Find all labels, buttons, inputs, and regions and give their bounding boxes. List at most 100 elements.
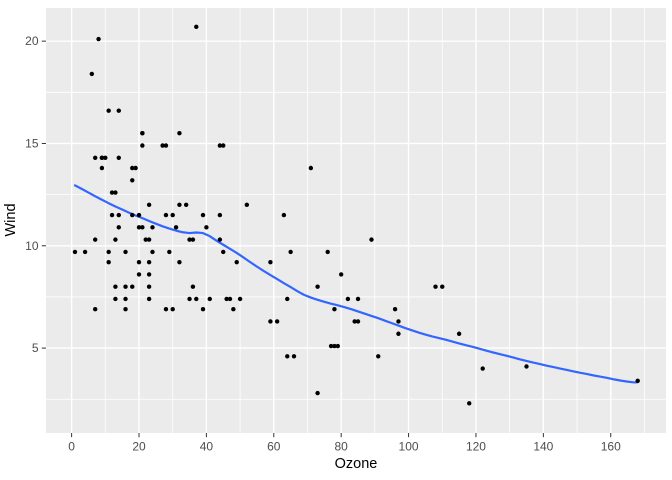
data-point xyxy=(194,24,199,30)
data-point xyxy=(355,319,361,324)
y-tick-label: 20 xyxy=(25,34,39,48)
data-point xyxy=(163,212,169,218)
data-point xyxy=(170,307,175,312)
data-point xyxy=(123,296,128,302)
y-axis-title: Wind xyxy=(3,203,19,236)
data-point xyxy=(123,284,128,289)
data-point xyxy=(200,307,206,312)
data-point xyxy=(187,296,192,302)
data-point xyxy=(136,272,142,277)
data-point xyxy=(123,249,128,255)
data-point xyxy=(291,354,297,359)
data-point xyxy=(113,284,118,289)
data-point xyxy=(308,165,314,171)
data-point xyxy=(136,259,142,265)
data-point xyxy=(285,354,290,359)
data-point xyxy=(113,190,118,195)
data-point xyxy=(194,296,199,302)
data-point xyxy=(116,212,121,218)
data-point xyxy=(190,237,196,242)
data-point xyxy=(99,165,105,171)
data-point xyxy=(335,343,340,349)
data-point xyxy=(113,296,118,302)
data-point xyxy=(93,307,98,312)
data-point xyxy=(221,143,226,148)
data-point xyxy=(315,284,320,289)
data-point xyxy=(234,259,239,265)
data-point xyxy=(237,296,243,302)
data-point xyxy=(93,237,98,242)
data-point xyxy=(170,212,175,218)
data-point xyxy=(140,225,145,230)
loess-smooth-line xyxy=(73,184,639,384)
data-point xyxy=(173,225,179,230)
data-point xyxy=(146,296,152,302)
data-point xyxy=(376,354,381,359)
data-point xyxy=(136,212,142,218)
data-point xyxy=(467,401,472,406)
data-point xyxy=(106,108,111,113)
data-point xyxy=(130,212,135,218)
minor-gridlines xyxy=(46,8,666,433)
data-point xyxy=(82,249,88,255)
data-point xyxy=(392,307,398,312)
data-point xyxy=(106,249,111,255)
data-point xyxy=(72,249,78,255)
data-point xyxy=(338,272,344,277)
data-point xyxy=(146,284,152,289)
data-point xyxy=(93,155,98,160)
data-point xyxy=(109,190,115,195)
data-point xyxy=(146,202,152,208)
data-point xyxy=(244,202,250,208)
data-point xyxy=(332,343,337,349)
data-point xyxy=(116,108,121,113)
data-point xyxy=(345,296,351,302)
data-point xyxy=(231,307,236,312)
y-tick-label: 15 xyxy=(25,136,39,150)
data-point xyxy=(433,284,438,289)
data-point xyxy=(480,366,485,371)
data-point xyxy=(116,155,121,160)
data-point xyxy=(146,259,152,265)
x-tick-label: 0 xyxy=(68,440,75,454)
data-point xyxy=(190,284,196,289)
data-point xyxy=(369,237,374,242)
data-point xyxy=(204,225,209,230)
data-point xyxy=(325,249,330,255)
data-point xyxy=(177,131,182,136)
data-point xyxy=(130,165,135,171)
data-point xyxy=(456,331,462,336)
data-point xyxy=(160,143,165,148)
y-axis: 5 10 15 20 xyxy=(25,34,46,355)
data-point xyxy=(217,212,223,218)
x-axis-title: Ozone xyxy=(335,456,378,472)
data-point xyxy=(130,178,135,183)
data-point xyxy=(227,296,233,302)
y-tick-label: 10 xyxy=(25,239,39,253)
x-tick-label: 80 xyxy=(334,440,348,454)
data-point xyxy=(136,225,142,230)
data-point xyxy=(396,319,401,324)
data-point xyxy=(113,237,118,242)
data-point xyxy=(221,249,226,255)
data-point xyxy=(150,249,155,255)
data-point xyxy=(635,378,640,384)
data-point xyxy=(281,212,287,218)
data-point xyxy=(268,319,273,324)
data-point xyxy=(328,343,334,349)
data-point xyxy=(146,272,152,277)
data-point xyxy=(167,249,172,255)
x-tick-label: 100 xyxy=(399,440,419,454)
y-tick-label: 5 xyxy=(32,341,39,355)
data-point xyxy=(274,319,280,324)
data-point xyxy=(224,296,229,302)
data-point xyxy=(352,319,357,324)
x-tick-label: 40 xyxy=(200,440,214,454)
x-tick-label: 60 xyxy=(267,440,281,454)
x-tick-label: 140 xyxy=(533,440,553,454)
data-point xyxy=(146,237,152,242)
data-point xyxy=(396,331,401,336)
data-point xyxy=(96,36,101,42)
